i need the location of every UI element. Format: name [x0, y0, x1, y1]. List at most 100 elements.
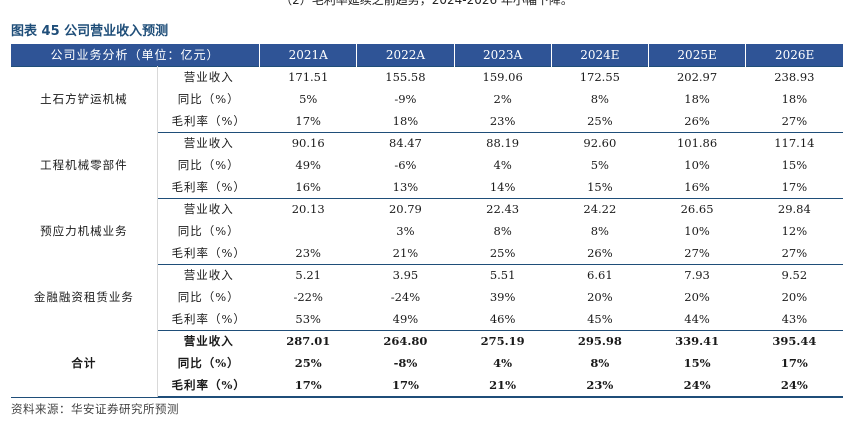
value-cell: 25% — [294, 356, 322, 370]
segment-label: 预应力机械业务 — [11, 198, 158, 264]
table-row: 合计 营业收入 287.01 264.80 275.19 295.98 339.41 395.… — [11, 330, 843, 396]
value-cell: 8% — [590, 356, 610, 370]
value-cell: 49% — [356, 308, 455, 331]
value-cell: 5.51 — [489, 268, 516, 283]
value-cell: -24% — [390, 290, 421, 304]
header-year: 2021A — [259, 44, 357, 66]
value-cell: 17% — [780, 356, 808, 370]
value-cell: 26% — [551, 242, 649, 265]
value-cell: 295.98 — [577, 334, 622, 349]
value-cell: 84.47 — [388, 136, 422, 151]
value-cell: 25% — [454, 242, 552, 265]
value-cell: 17% — [259, 374, 357, 397]
value-cell — [260, 220, 357, 242]
table-row: 同比（%） 49% -6% 4% 5% 10% 15% — [11, 154, 843, 176]
table-row: 金融融资租赁业务 营业收入 5.21 3.95 5.51 6.61 7.93 9.52 — [11, 264, 843, 330]
value-cell: 22.43 — [486, 202, 520, 217]
value-cell: 15% — [781, 158, 808, 172]
value-cell: 12% — [781, 224, 808, 238]
value-cell: 264.80 — [383, 334, 428, 349]
value-cell: 23% — [454, 110, 552, 133]
table-row: 毛利率（%） 17% 17% 21% 23% 24% 24% — [11, 374, 843, 397]
table-row: 预应力机械业务 营业收入 20.13 20.79 22.43 24.22 26.65 29.8… — [11, 198, 843, 264]
metric-label: 毛利率（%） — [157, 308, 260, 331]
value-cell: 9.52 — [781, 268, 808, 283]
value-cell: 21% — [356, 242, 455, 265]
metric-label: 营业收入 — [183, 268, 234, 283]
value-cell: 16% — [259, 176, 357, 199]
table-row: 毛利率（%） 53% 49% 46% 45% 44% 43% — [11, 308, 843, 331]
value-cell: 4% — [493, 356, 513, 370]
value-cell: 18% — [356, 110, 455, 133]
value-cell: -6% — [394, 158, 417, 172]
value-cell: 26% — [648, 110, 746, 133]
table-bottom-rule — [11, 396, 843, 398]
metric-label: 同比（%） — [177, 356, 240, 370]
metric-label: 营业收入 — [183, 202, 234, 217]
value-cell: 8% — [590, 224, 609, 238]
value-cell: 3% — [396, 224, 415, 238]
value-cell: 2% — [493, 92, 512, 106]
value-cell: 17% — [259, 110, 357, 133]
metric-label: 营业收入 — [183, 136, 234, 151]
value-cell: 44% — [648, 308, 746, 331]
value-cell: -9% — [394, 92, 417, 106]
metric-label: 同比（%） — [177, 92, 240, 106]
value-cell: 15% — [551, 176, 649, 199]
value-cell: 287.01 — [286, 334, 331, 349]
value-cell: 7.93 — [684, 268, 710, 283]
value-cell: 172.55 — [551, 65, 649, 88]
value-cell: 20% — [684, 290, 710, 304]
value-cell: 202.97 — [648, 65, 746, 88]
table-body: 土石方铲运机械 营业收入 171.51 155.58 159.06 172.55 202.9… — [11, 65, 843, 397]
table-row: 同比（%） 3% 8% 8% 10% 12% — [11, 220, 843, 242]
metric-label: 同比（%） — [177, 290, 240, 304]
value-cell: 24% — [648, 374, 746, 397]
value-cell: 43% — [745, 308, 843, 331]
value-cell: 25% — [551, 110, 649, 133]
table-row: 毛利率（%） 16% 13% 14% 15% 16% 17% — [11, 176, 843, 199]
value-cell: 17% — [356, 374, 455, 397]
metric-label: 同比（%） — [177, 224, 240, 238]
metric-label: 营业收入 — [157, 65, 260, 88]
metric-label: 同比（%） — [177, 158, 240, 172]
header-year: 2022A — [356, 44, 455, 66]
value-cell: 45% — [551, 308, 649, 331]
value-cell: 88.19 — [486, 136, 520, 151]
value-cell: 24.22 — [583, 202, 617, 217]
value-cell: 27% — [745, 242, 843, 265]
segment-label: 合计 — [11, 330, 158, 396]
metric-label: 毛利率（%） — [157, 176, 260, 199]
value-cell: 101.86 — [676, 136, 718, 151]
header-year: 2025E — [647, 44, 746, 66]
table-row: 同比（%） 5% -9% 2% 8% 18% 18% — [11, 88, 843, 110]
value-cell: 46% — [454, 308, 552, 331]
revenue-forecast-table: 公司业务分析（单位：亿元） 2021A 2022A 2023A 2024E 20… — [11, 44, 843, 397]
value-cell: 24% — [745, 374, 843, 397]
value-cell: 6.61 — [587, 268, 613, 283]
value-cell: 4% — [493, 158, 512, 172]
value-cell: 92.60 — [583, 136, 617, 151]
value-cell: 14% — [454, 176, 552, 199]
metric-label: 营业收入 — [183, 334, 234, 349]
metric-label: 毛利率（%） — [157, 110, 260, 133]
value-cell: 27% — [745, 110, 843, 133]
metric-label: 毛利率（%） — [157, 374, 260, 397]
value-cell: 238.93 — [745, 65, 843, 88]
header-year: 2026E — [745, 44, 843, 66]
header-year: 2023A — [453, 44, 552, 66]
table-row: 毛利率（%） 17% 18% 23% 25% 26% 27% — [11, 110, 843, 133]
value-cell: 275.19 — [480, 334, 525, 349]
value-cell: -22% — [293, 290, 323, 304]
value-cell: 23% — [259, 242, 357, 265]
value-cell: 3.95 — [392, 268, 419, 283]
value-cell: 17% — [745, 176, 843, 199]
value-cell: 27% — [648, 242, 746, 265]
segment-label: 金融融资租赁业务 — [11, 264, 158, 330]
metric-label: 毛利率（%） — [157, 242, 260, 265]
segment-label: 工程机械零部件 — [11, 132, 158, 198]
value-cell: 39% — [489, 290, 516, 304]
value-cell: 26.65 — [680, 202, 714, 217]
value-cell: 21% — [454, 374, 552, 397]
value-cell: 18% — [781, 92, 808, 106]
